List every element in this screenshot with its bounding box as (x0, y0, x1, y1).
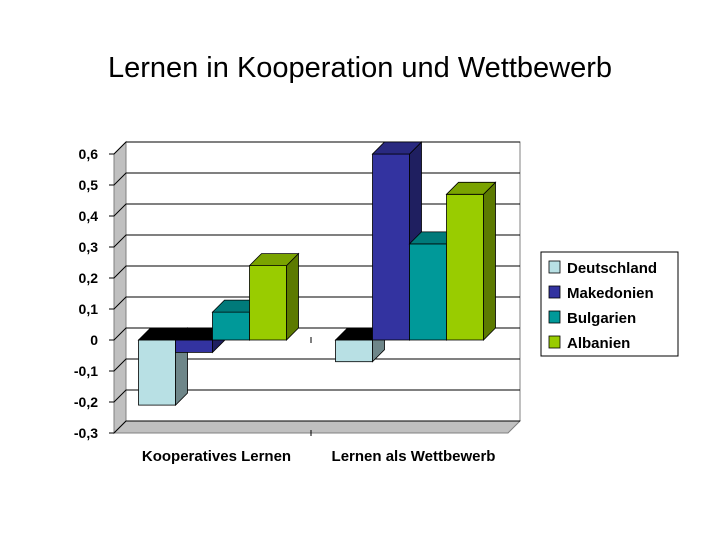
bar-top (371, 141, 423, 155)
y-tick-label: 0,1 (79, 301, 99, 317)
bar-bulgarien-1[interactable] (212, 311, 250, 341)
legend-swatch-albanien (548, 335, 561, 349)
gridline (109, 203, 520, 217)
bar-makedonien-2[interactable] (372, 153, 410, 341)
gridline (109, 389, 520, 403)
chart-title: Lernen in Kooperation und Wettbewerb (107, 52, 613, 84)
gridline (109, 141, 520, 155)
y-tick-label: 0,4 (79, 208, 99, 224)
y-tick-label: -0,1 (74, 363, 98, 379)
y-tick-label: -0,2 (74, 394, 98, 410)
bar-albanien-1[interactable] (249, 265, 287, 341)
y-tick-label: 0,6 (79, 146, 99, 162)
x-category-label: Lernen als Wettbewerb (332, 448, 496, 465)
gridline (109, 296, 520, 310)
y-tick-label: 0,3 (79, 239, 99, 255)
legend-label-bulgarien: Bulgarien (567, 310, 636, 327)
bar-makedonien-1[interactable] (175, 339, 213, 353)
y-tick-label: 0,5 (79, 177, 99, 193)
legend-swatch-bulgarien (548, 310, 561, 324)
y-tick-label: -0,3 (74, 425, 98, 441)
gridline (109, 234, 520, 248)
bar-top (248, 253, 300, 267)
legend-label-deutschland: Deutschland (567, 260, 657, 277)
plot-side-wall (113, 140, 127, 435)
bar-deutschland-2[interactable] (335, 339, 373, 363)
bar-albanien-2[interactable] (446, 193, 484, 341)
y-tick-label: 0 (90, 332, 98, 348)
bar-side (286, 252, 299, 341)
gridline (109, 172, 520, 186)
bar-side (483, 181, 496, 341)
legend-box (540, 251, 679, 357)
gridline (109, 265, 520, 279)
x-category-label: Kooperatives Lernen (142, 448, 291, 465)
legend-swatch-makedonien (548, 285, 561, 299)
bar-deutschland-1[interactable] (138, 339, 176, 406)
plot-floor (112, 420, 522, 434)
gridline (109, 420, 520, 434)
gridline (109, 358, 520, 372)
legend-label-makedonien: Makedonien (567, 285, 654, 302)
gridline (109, 327, 520, 341)
legend-swatch-deutschland (548, 260, 561, 274)
bar-top (445, 181, 497, 195)
legend-label-albanien: Albanien (567, 335, 630, 352)
bar-bulgarien-2[interactable] (409, 243, 447, 341)
y-tick-label: 0,2 (79, 270, 99, 286)
